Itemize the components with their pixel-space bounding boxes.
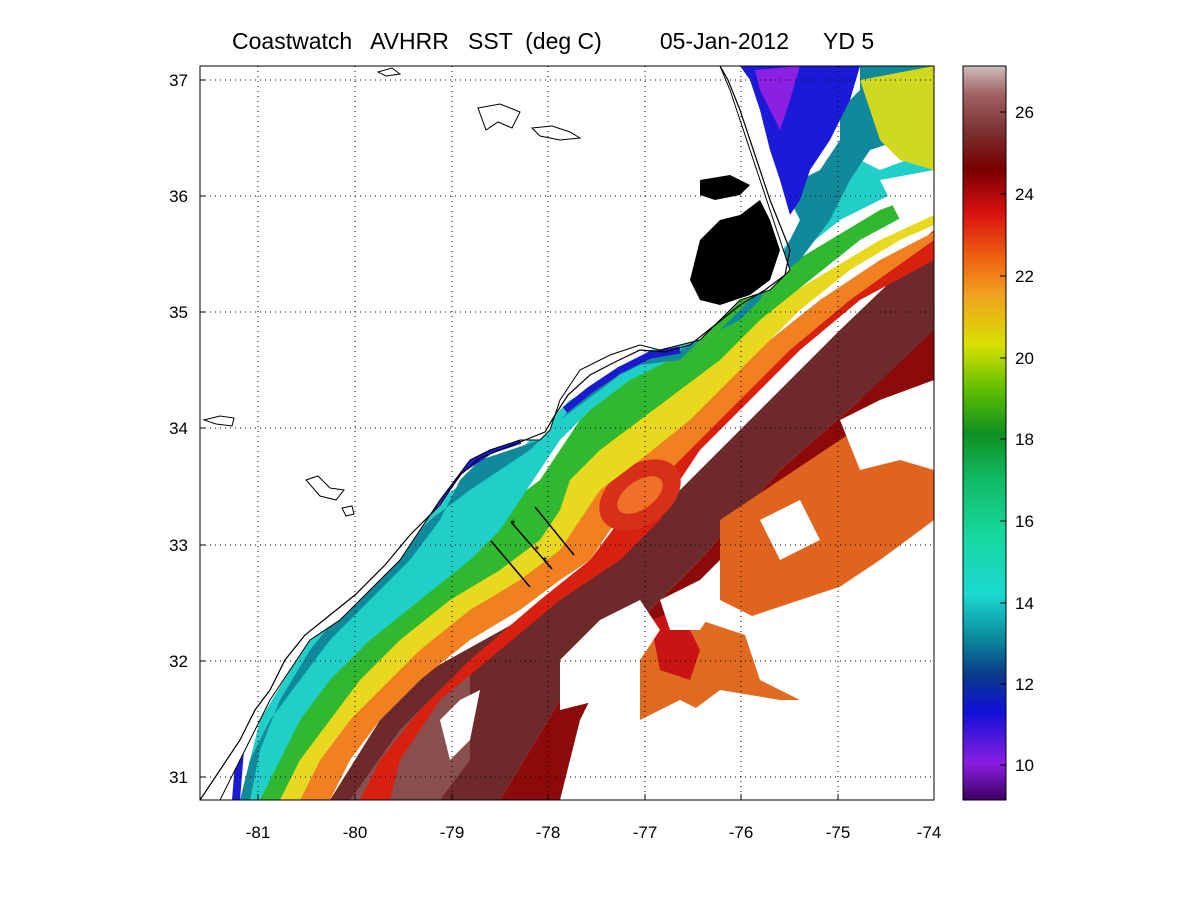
- colorbar-tick-label: 10: [1015, 756, 1034, 775]
- colorbar-tick-label: 22: [1015, 267, 1034, 286]
- ytick-label: 31: [169, 768, 188, 787]
- map-frame: [199, 65, 935, 801]
- title-date: 05-Jan-2012: [659, 28, 789, 54]
- xtick-label: -74: [917, 823, 942, 842]
- title-product: Coastwatch AVHRR SST (deg C): [232, 28, 602, 54]
- offshore-warm-fringe: [500, 330, 934, 800]
- svg-text:*: *: [535, 543, 540, 557]
- xtick-label: -76: [729, 823, 754, 842]
- axis-ticks: [200, 79, 935, 800]
- cloud-mask: [440, 170, 934, 800]
- svg-text:*: *: [543, 554, 548, 568]
- colorbar: [962, 65, 1007, 801]
- colorbar-tick-label: 16: [1015, 512, 1034, 531]
- xtick-label: -81: [246, 823, 271, 842]
- title-yearday: YD 5: [823, 28, 875, 54]
- xtick-label: -78: [536, 823, 561, 842]
- ytick-label: 37: [169, 71, 188, 90]
- station-markers: * * *: [511, 517, 548, 568]
- ytick-label: 32: [169, 652, 188, 671]
- colorbar-tick-label: 18: [1015, 430, 1034, 449]
- north-offshore-warm-patch: [860, 66, 934, 170]
- xtick-label: -79: [440, 823, 465, 842]
- figure-title: Coastwatch AVHRR SST (deg C) 05-Jan-2012 Y…: [232, 28, 874, 55]
- ytick-label: 35: [169, 303, 188, 322]
- xtick-label: -80: [343, 823, 368, 842]
- xtick-label: -75: [826, 823, 851, 842]
- sst-field: [200, 66, 934, 800]
- ytick-label: 36: [169, 187, 188, 206]
- colorbar-tick-label: 26: [1015, 103, 1034, 122]
- land-mass: [200, 66, 791, 800]
- nearshore-teal-band: [240, 66, 934, 800]
- ytick-label: 34: [169, 419, 188, 438]
- ytick-label: 33: [169, 536, 188, 555]
- colorbar-tick-label: 12: [1015, 675, 1034, 694]
- colorbar-tick-label: 24: [1015, 185, 1034, 204]
- pamlico-sound: [690, 200, 780, 305]
- xtick-label: -77: [633, 823, 658, 842]
- colorbar-ticks: [1000, 111, 1006, 766]
- colorbar-tick-label: 14: [1015, 594, 1034, 613]
- albemarle-sound: [700, 175, 750, 200]
- nearshore-cold-strip-north: [562, 346, 681, 413]
- sampling-transects: [490, 506, 575, 588]
- coldest-water-north: [755, 66, 800, 130]
- svg-text:*: *: [511, 517, 516, 531]
- coastline: [200, 66, 791, 800]
- colorbar-tick-label: 20: [1015, 349, 1034, 368]
- inland-lakes: [202, 67, 582, 517]
- warm-eddy-core: [617, 476, 663, 514]
